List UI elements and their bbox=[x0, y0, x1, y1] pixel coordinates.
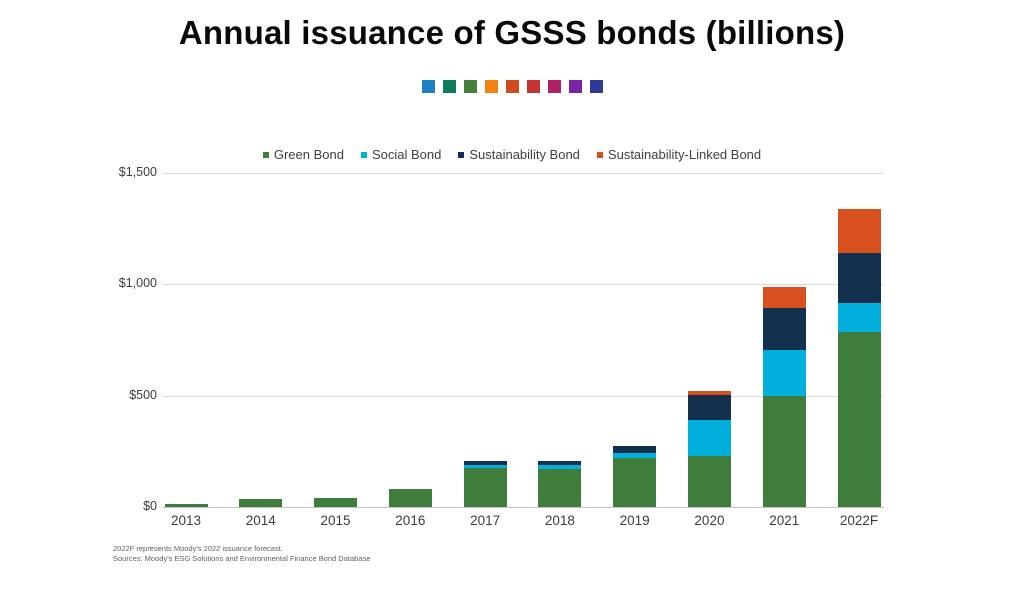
decor-square-7 bbox=[547, 80, 561, 93]
x-axis-label-2021: 2021 bbox=[769, 513, 800, 528]
legend-marker-icon bbox=[458, 151, 465, 158]
bar-2020-sustainability-linked-bond bbox=[687, 390, 731, 395]
y-axis-tick-label: $0 bbox=[143, 499, 157, 513]
decor-square-3 bbox=[463, 80, 477, 93]
y-axis-tick-label: $1,500 bbox=[118, 165, 157, 179]
bar-2021-green-bond bbox=[762, 395, 806, 507]
decor-square-4 bbox=[484, 80, 498, 93]
decor-square-2 bbox=[442, 80, 456, 93]
bar-2020-social-bond bbox=[687, 420, 731, 456]
gridline-500 bbox=[163, 395, 884, 397]
bar-2016-green-bond bbox=[388, 488, 432, 507]
decor-color-squares bbox=[0, 80, 1024, 93]
legend-label: Green Bond bbox=[273, 147, 344, 162]
bar-2019-sustainability-bond bbox=[613, 445, 657, 454]
decor-square-1 bbox=[421, 80, 435, 93]
bar-2015-green-bond bbox=[314, 498, 358, 507]
legend-item-sustainability-linked-bond: Sustainability-Linked Bond bbox=[596, 147, 762, 162]
decor-square-9 bbox=[589, 80, 603, 93]
bar-2021-sustainability-bond bbox=[762, 307, 806, 350]
bar-2019-social-bond bbox=[613, 453, 657, 459]
bar-2017-sustainability-bond bbox=[463, 461, 507, 465]
x-axis-label-2016: 2016 bbox=[395, 513, 426, 528]
bar-2017-social-bond bbox=[463, 464, 507, 469]
x-axis-label-2014: 2014 bbox=[245, 513, 276, 528]
bar-2020-sustainability-bond bbox=[687, 394, 731, 421]
y-axis-tick-label: $1,000 bbox=[118, 276, 157, 291]
bar-2017-green-bond bbox=[463, 468, 507, 507]
legend-label: Sustainability-Linked Bond bbox=[607, 147, 762, 162]
decor-square-5 bbox=[505, 80, 519, 93]
bar-2022F-green-bond bbox=[837, 332, 881, 507]
bar-2018-sustainability-bond bbox=[538, 461, 582, 465]
legend-item-social-bond: Social Bond bbox=[360, 147, 442, 162]
legend-marker-icon bbox=[596, 151, 603, 158]
x-axis-label-2013: 2013 bbox=[170, 513, 202, 528]
legend-label: Sustainability Bond bbox=[469, 147, 580, 162]
legend-item-green-bond: Green Bond bbox=[262, 147, 344, 162]
bar-2020-green-bond bbox=[687, 455, 731, 507]
x-axis-label-2020: 2020 bbox=[694, 513, 725, 528]
x-axis-label-2022F: 2022F bbox=[839, 513, 879, 528]
bar-2022F-sustainability-bond bbox=[837, 253, 881, 304]
x-axis-label-2015: 2015 bbox=[320, 513, 351, 528]
bar-2018-social-bond bbox=[538, 464, 582, 469]
chart-legend: Green Bond Social Bond Sustainability Bond… bbox=[0, 147, 1024, 162]
x-axis-label-2019: 2019 bbox=[619, 513, 650, 528]
bar-2019-green-bond bbox=[613, 458, 657, 507]
decor-square-8 bbox=[568, 80, 582, 93]
gridline-1000 bbox=[163, 284, 884, 286]
chart-title: Annual issuance of GSSS bonds (billions) bbox=[178, 14, 846, 51]
legend-item-sustainability-bond: Sustainability Bond bbox=[458, 147, 580, 162]
legend-marker-icon bbox=[360, 151, 367, 158]
bar-2022F-social-bond bbox=[837, 303, 881, 333]
bar-2022F-sustainability-linked-bond bbox=[837, 208, 881, 254]
legend-label: Social Bond bbox=[371, 147, 442, 162]
gridline-1500 bbox=[163, 173, 884, 174]
footnotes: 2022F represents Moody's 2022 issuance f… bbox=[113, 544, 370, 564]
legend-marker-icon bbox=[262, 151, 269, 158]
bar-2021-sustainability-linked-bond bbox=[762, 286, 806, 308]
footnote-sources: Sources: Moody's ESG Solutions and Envir… bbox=[113, 554, 371, 563]
gridline-0 bbox=[163, 507, 884, 508]
bar-2014-green-bond bbox=[239, 498, 283, 507]
bar-2021-social-bond bbox=[762, 350, 806, 396]
x-axis-label-2018: 2018 bbox=[544, 513, 575, 528]
decor-square-6 bbox=[526, 80, 540, 93]
footnote-forecast: 2022F represents Moody's 2022 issuance f… bbox=[113, 544, 283, 553]
bar-2018-green-bond bbox=[538, 468, 582, 507]
x-axis-label-2017: 2017 bbox=[470, 513, 501, 528]
y-axis-tick-label: $500 bbox=[129, 387, 157, 402]
bar-2013-green-bond bbox=[164, 504, 208, 507]
